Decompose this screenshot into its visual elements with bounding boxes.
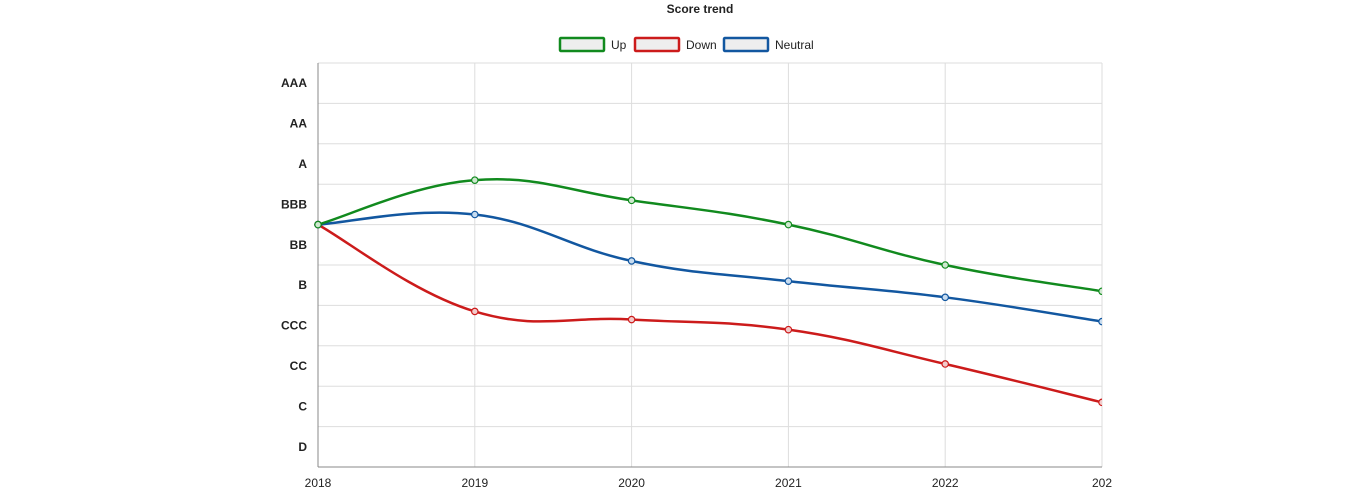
data-point-down-2021[interactable] [784, 325, 793, 334]
legend-swatch-up [558, 36, 606, 53]
legend-label-down: Down [686, 38, 717, 52]
data-point-up-2019[interactable] [470, 176, 479, 184]
data-point-neutral-2020[interactable] [627, 257, 636, 265]
data-point-up-2022[interactable] [941, 261, 950, 269]
data-point-up-2023[interactable] [1098, 287, 1105, 296]
data-point-neutral-2021[interactable] [784, 277, 793, 285]
x-tick-label-2020: 2020 [618, 476, 645, 490]
data-point-neutral-2019[interactable] [470, 210, 479, 219]
y-tick-label-aa: AA [290, 117, 308, 131]
legend-label-up: Up [611, 38, 627, 52]
y-tick-label-b: B [298, 278, 307, 292]
x-tick-label-2021: 2021 [775, 476, 802, 490]
x-tick-label-2018: 2018 [305, 476, 332, 490]
data-point-up-2021[interactable] [784, 220, 793, 229]
y-tick-label-c: C [298, 399, 307, 413]
legend: Up Down Neutral [558, 36, 814, 53]
y-tick-label-ccc: CCC [281, 319, 307, 333]
legend-item-down[interactable]: Down [633, 36, 717, 53]
y-tick-label-aaa: AAA [281, 76, 307, 90]
x-tick-label-2019: 2019 [461, 476, 488, 490]
legend-swatch-down [633, 36, 681, 53]
series-group [314, 176, 1105, 407]
data-point-up-2020[interactable] [627, 196, 636, 205]
plot-grid [317, 62, 1103, 468]
y-tick-label-bbb: BBB [281, 197, 307, 211]
series-down [314, 220, 1105, 407]
series-up [314, 176, 1105, 296]
y-tick-label-d: D [298, 440, 307, 454]
x-tick-label-2022: 2022 [932, 476, 959, 490]
data-point-down-2022[interactable] [941, 360, 950, 368]
y-tick-label-a: A [298, 157, 307, 171]
y-tick-label-bb: BB [290, 238, 308, 252]
chart-title: Score trend [667, 2, 734, 16]
series-line-neutral [316, 211, 1102, 323]
data-point-down-2023[interactable] [1098, 398, 1105, 407]
data-point-down-2020[interactable] [627, 315, 636, 324]
y-tick-label-cc: CC [290, 359, 308, 373]
legend-label-neutral: Neutral [775, 38, 814, 52]
series-line-up [316, 178, 1102, 293]
legend-item-up[interactable]: Up [558, 36, 627, 53]
legend-swatch-neutral [722, 36, 770, 53]
x-tick-label-2023: 202 [1092, 476, 1112, 490]
data-point-up-2018[interactable] [314, 220, 322, 229]
legend-item-neutral[interactable]: Neutral [722, 36, 814, 53]
data-point-neutral-2022[interactable] [941, 293, 950, 302]
series-neutral [314, 210, 1105, 326]
series-line-down [316, 223, 1102, 404]
data-point-down-2019[interactable] [470, 307, 479, 316]
x-axis-ticks: 2018 2019 2020 2021 2022 202 [305, 476, 1113, 490]
data-point-neutral-2023[interactable] [1098, 317, 1105, 326]
